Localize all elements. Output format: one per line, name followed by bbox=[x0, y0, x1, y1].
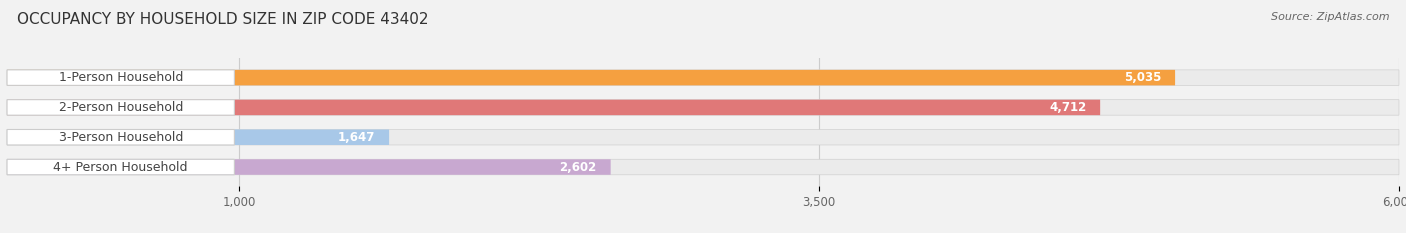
FancyBboxPatch shape bbox=[7, 70, 235, 85]
FancyBboxPatch shape bbox=[7, 100, 235, 115]
Text: 5,035: 5,035 bbox=[1123, 71, 1161, 84]
Text: 4+ Person Household: 4+ Person Household bbox=[53, 161, 188, 174]
Text: OCCUPANCY BY HOUSEHOLD SIZE IN ZIP CODE 43402: OCCUPANCY BY HOUSEHOLD SIZE IN ZIP CODE … bbox=[17, 12, 429, 27]
FancyBboxPatch shape bbox=[7, 70, 1175, 85]
FancyBboxPatch shape bbox=[7, 159, 610, 175]
Text: 2,602: 2,602 bbox=[560, 161, 596, 174]
Text: Source: ZipAtlas.com: Source: ZipAtlas.com bbox=[1271, 12, 1389, 22]
FancyBboxPatch shape bbox=[7, 130, 389, 145]
Text: 2-Person Household: 2-Person Household bbox=[59, 101, 183, 114]
Text: 1-Person Household: 1-Person Household bbox=[59, 71, 183, 84]
FancyBboxPatch shape bbox=[7, 130, 235, 145]
FancyBboxPatch shape bbox=[7, 70, 1399, 85]
Text: 4,712: 4,712 bbox=[1049, 101, 1087, 114]
FancyBboxPatch shape bbox=[7, 159, 235, 175]
Text: 3-Person Household: 3-Person Household bbox=[59, 131, 183, 144]
FancyBboxPatch shape bbox=[7, 130, 1399, 145]
FancyBboxPatch shape bbox=[7, 100, 1399, 115]
FancyBboxPatch shape bbox=[7, 159, 1399, 175]
FancyBboxPatch shape bbox=[7, 100, 1099, 115]
Text: 1,647: 1,647 bbox=[337, 131, 375, 144]
